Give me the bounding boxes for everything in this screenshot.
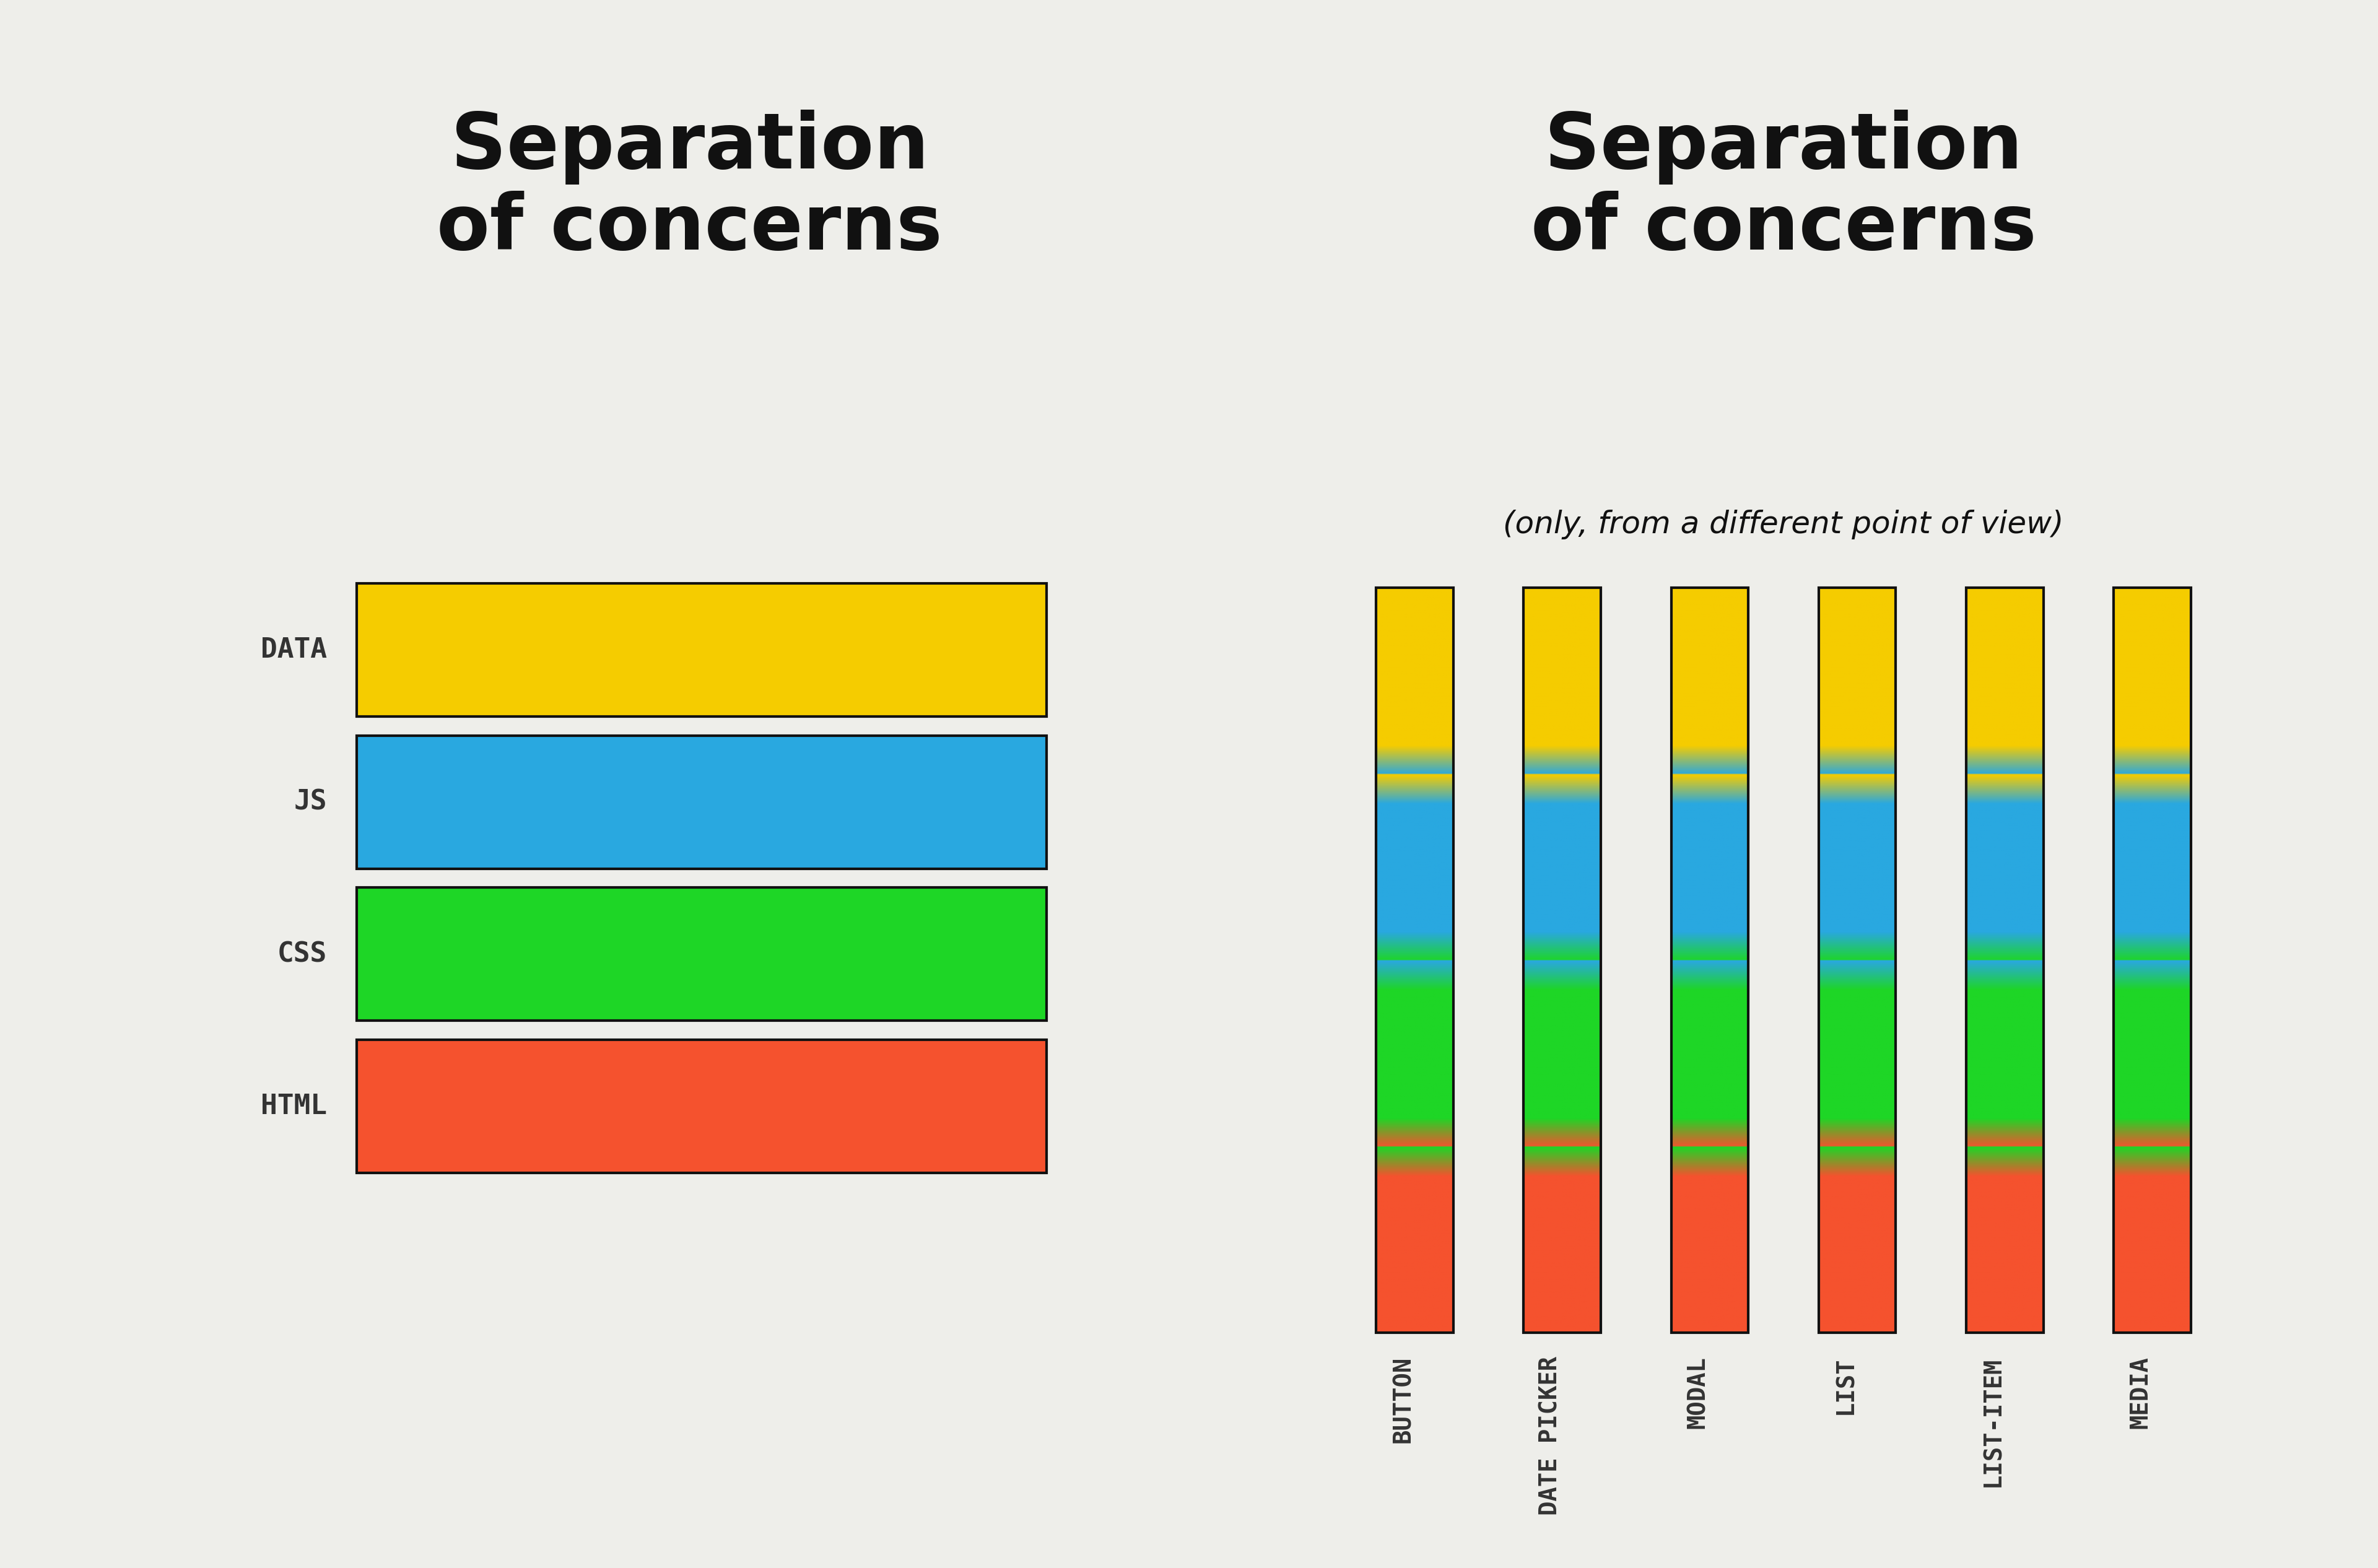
Bar (2114, 588, 2190, 1333)
Bar (357, 583, 1046, 717)
Text: MEDIA: MEDIA (2128, 1356, 2152, 1428)
Bar (1524, 588, 1600, 1333)
Bar (357, 735, 1046, 869)
Bar (1377, 588, 1453, 1333)
Text: BUTTON: BUTTON (1391, 1356, 1415, 1443)
Text: (only, from a different point of view): (only, from a different point of view) (1503, 510, 2064, 539)
Text: JS: JS (295, 789, 326, 815)
Text: Separation
of concerns: Separation of concerns (438, 110, 942, 265)
Bar (357, 1040, 1046, 1173)
Bar (1967, 588, 2043, 1333)
Text: DATA: DATA (262, 637, 326, 663)
Bar (1819, 588, 1895, 1333)
Text: HTML: HTML (262, 1093, 326, 1120)
Text: LIST-ITEM: LIST-ITEM (1981, 1356, 2005, 1486)
Text: MODAL: MODAL (1686, 1356, 1710, 1428)
Text: CSS: CSS (278, 941, 326, 967)
Text: DATE PICKER: DATE PICKER (1539, 1356, 1562, 1516)
Bar (1672, 588, 1748, 1333)
Text: Separation
of concerns: Separation of concerns (1531, 110, 2036, 265)
Text: LIST: LIST (1833, 1356, 1857, 1414)
Bar (357, 887, 1046, 1021)
